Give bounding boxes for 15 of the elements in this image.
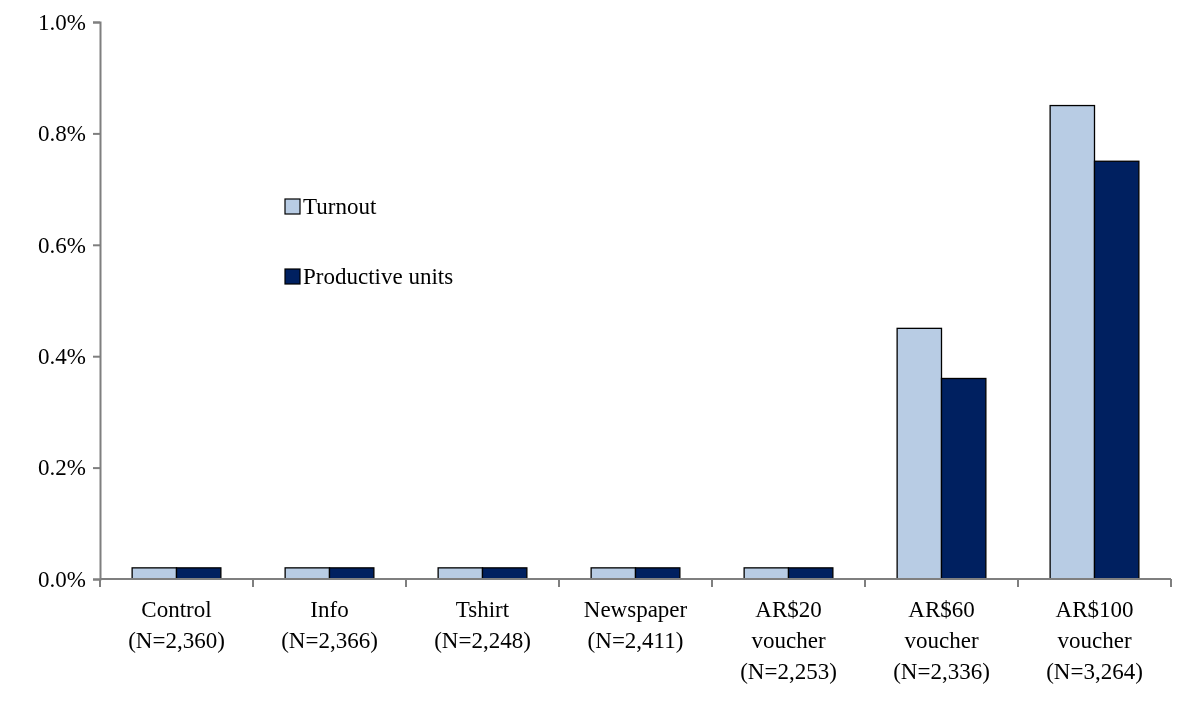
y-tick-label: 1.0% — [38, 9, 86, 35]
y-tick-label: 0.2% — [38, 455, 86, 481]
x-tick-label: Tshirt (N=2,248) — [434, 597, 531, 653]
x-tick-label: Control (N=2,360) — [128, 597, 225, 653]
x-tick-label: AR$20 voucher (N=2,253) — [740, 597, 837, 684]
legend-label: Turnout — [303, 194, 377, 219]
y-tick-label: 0.6% — [38, 232, 86, 258]
x-tick-label: AR$60 voucher (N=2,336) — [893, 597, 990, 684]
y-tick-label: 0.8% — [38, 121, 86, 147]
x-tick-label: Newspaper (N=2,411) — [583, 597, 688, 653]
y-tick-label: 0.0% — [38, 566, 86, 592]
y-tick-label: 0.4% — [38, 344, 86, 370]
legend-label: Productive units — [303, 264, 454, 289]
x-tick-label: Info (N=2,366) — [281, 597, 378, 653]
x-tick-label: AR$100 voucher (N=3,264) — [1046, 597, 1143, 684]
